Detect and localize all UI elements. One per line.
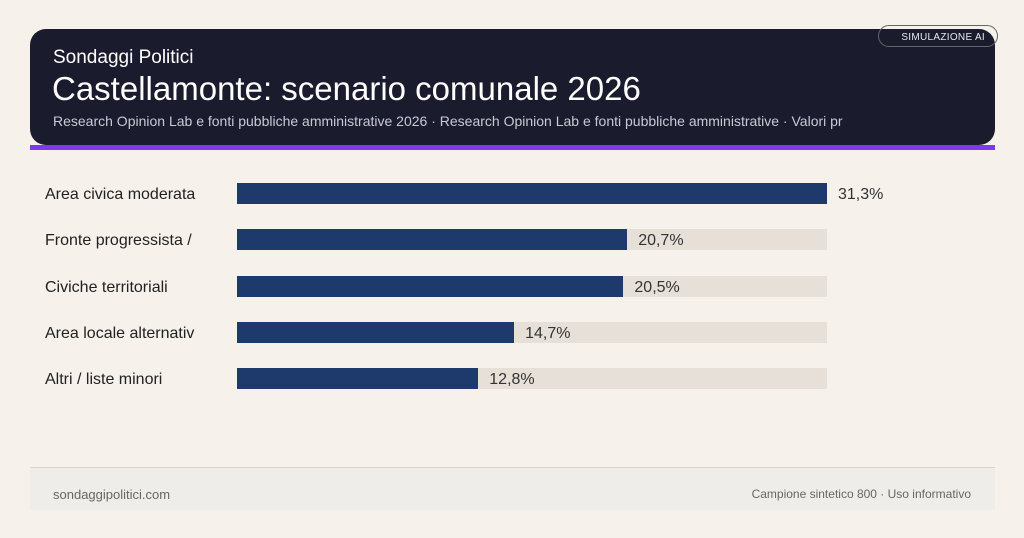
simulation-badge: SIMULAZIONE AI <box>878 25 998 47</box>
category-label: Fronte progressista / <box>45 232 192 250</box>
bar <box>237 321 515 343</box>
header-banner <box>30 29 995 145</box>
category-label: Area locale alternativ <box>45 324 195 342</box>
accent-bar <box>30 145 995 150</box>
subtitle: Research Opinion Lab e fonti pubbliche a… <box>53 113 843 129</box>
page-title: Castellamonte: scenario comunale 2026 <box>52 70 641 107</box>
value-label: 31,3% <box>838 186 884 203</box>
bar <box>237 368 479 390</box>
category-label: Area civica moderata <box>45 186 196 203</box>
bar <box>237 275 624 297</box>
brand-name: Sondaggi Politici <box>53 47 194 68</box>
value-label: 20,7% <box>638 232 684 250</box>
category-label: Altri / liste minori <box>45 371 163 389</box>
value-label: 12,8% <box>489 371 535 389</box>
footer-note: Campione sintetico 800 · Uso informativo <box>751 487 971 501</box>
bar <box>237 229 628 251</box>
footer-site: sondaggipolitici.com <box>53 487 171 502</box>
footer: sondaggipolitici.com Campione sintetico … <box>30 467 995 510</box>
category-label: Civiche territoriali <box>45 278 168 296</box>
value-label: 14,7% <box>525 324 571 342</box>
value-label: 20,5% <box>634 278 680 296</box>
bar <box>237 183 827 204</box>
